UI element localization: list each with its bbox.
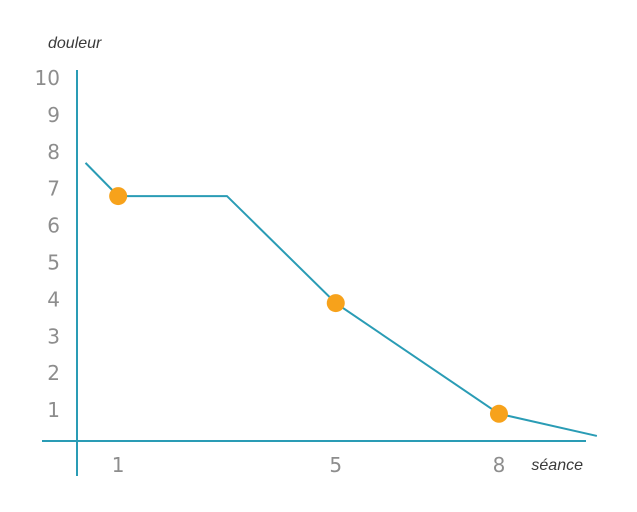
y-tick-label: 4 bbox=[47, 287, 60, 311]
x-axis-title: séance bbox=[531, 457, 583, 474]
y-tick-label: 7 bbox=[47, 177, 60, 201]
y-tick-label: 10 bbox=[35, 66, 60, 90]
y-tick-label: 8 bbox=[47, 140, 60, 164]
y-tick-label: 5 bbox=[47, 251, 60, 275]
data-points bbox=[109, 187, 508, 423]
x-tick-label: 8 bbox=[493, 453, 506, 477]
data-point-marker bbox=[489, 404, 508, 423]
y-tick-label: 2 bbox=[47, 361, 60, 385]
y-tick-label: 3 bbox=[47, 324, 60, 348]
axes bbox=[42, 70, 586, 476]
x-tick-labels: 1 5 8 bbox=[112, 453, 506, 477]
data-point-marker bbox=[109, 187, 128, 206]
y-tick-label: 1 bbox=[47, 398, 60, 422]
y-tick-label: 6 bbox=[47, 214, 60, 238]
data-point-marker bbox=[326, 294, 345, 313]
x-tick-label: 1 bbox=[112, 453, 125, 477]
x-tick-label: 5 bbox=[329, 453, 342, 477]
y-tick-label: 9 bbox=[47, 103, 60, 127]
y-axis-title: douleur bbox=[48, 35, 102, 52]
y-tick-labels: 1 2 3 4 5 6 7 8 9 10 bbox=[35, 66, 60, 422]
